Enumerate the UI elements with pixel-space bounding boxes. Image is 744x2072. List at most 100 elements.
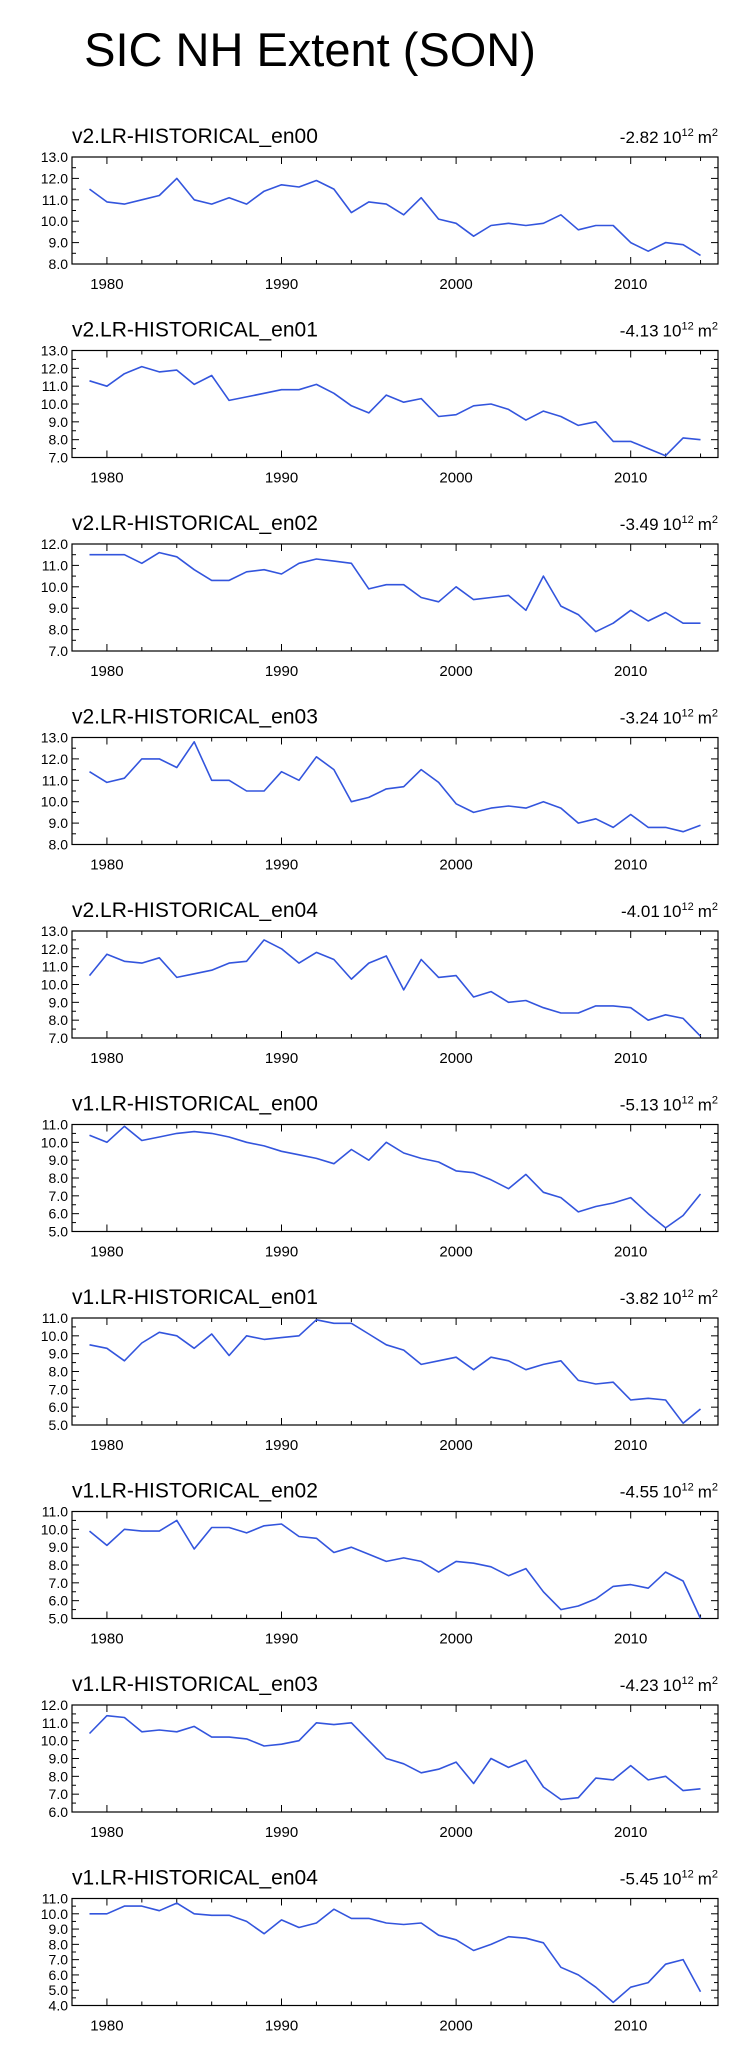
- trend-label: -3.82 1012 m2: [620, 1288, 718, 1308]
- x-tick-label: 2000: [439, 276, 472, 293]
- y-tick-label: 11.0: [42, 1891, 68, 1907]
- y-tick-label: 10.0: [41, 1733, 68, 1749]
- y-tick-label: 8.0: [49, 622, 69, 638]
- y-tick-label: 10.0: [41, 1906, 68, 1922]
- series-line: [89, 551, 701, 633]
- panel-title: v2.LR-HISTORICAL_en01: [72, 319, 318, 342]
- trend-unit-base: 10: [663, 709, 682, 728]
- series-line: [88, 1519, 702, 1619]
- y-tick-label: 8.0: [49, 1170, 69, 1186]
- y-tick-label: 10.0: [41, 794, 68, 810]
- trend-unit-m: m: [698, 1096, 712, 1115]
- y-tick-label: 12.0: [41, 170, 68, 186]
- y-tick-label: 5.0: [49, 1417, 69, 1433]
- chart-panel-1: v2.LR-HISTORICAL_en01 -4.13 1012 m2 7.0 8.0 9.…: [41, 319, 719, 487]
- panel-title: v1.LR-HISTORICAL_en02: [72, 1480, 318, 1503]
- trend-value: -5.13: [620, 1096, 659, 1115]
- trend-unit-exponent: 12: [681, 1095, 693, 1107]
- trend-unit-base: 10: [663, 1289, 682, 1308]
- series-line: [88, 1714, 701, 1801]
- trend-unit-m-exponent: 2: [712, 1482, 718, 1494]
- trend-unit-exponent: 12: [681, 1482, 693, 1494]
- y-tick-label: 10.0: [41, 213, 68, 229]
- series-line: [89, 740, 701, 833]
- trend-unit-base: 10: [663, 1096, 682, 1115]
- trend-label: -4.01 1012 m2: [621, 901, 718, 921]
- series-line: [89, 1902, 702, 2004]
- trend-value: -3.82: [620, 1289, 659, 1308]
- chart-panel-0: v2.LR-HISTORICAL_en00 -2.82 1012 m2 8.0 9.0 10…: [41, 125, 719, 293]
- y-tick-label: 13.0: [41, 343, 68, 359]
- y-tick-label: 9.0: [49, 600, 69, 616]
- y-tick-label: 4.0: [49, 1998, 69, 2014]
- y-tick-label: 5.0: [49, 1982, 69, 1998]
- y-tick-label: 12.0: [41, 751, 68, 767]
- x-tick-label: 1980: [90, 663, 123, 680]
- y-tick-label: 11.0: [42, 1504, 68, 1520]
- trend-unit-m-exponent: 2: [712, 127, 718, 139]
- y-tick-label: 13.0: [41, 149, 68, 165]
- y-tick-label: 6.0: [49, 1206, 69, 1222]
- trend-label: -2.82 1012 m2: [620, 127, 718, 147]
- y-tick-label: 7.0: [49, 450, 69, 466]
- trend-label: -5.45 1012 m2: [620, 1869, 718, 1889]
- trend-unit-base: 10: [663, 128, 682, 147]
- trend-unit-exponent: 12: [681, 901, 693, 913]
- x-tick-label: 2010: [614, 1631, 647, 1648]
- trend-unit-exponent: 12: [681, 514, 693, 526]
- trend-unit-m-exponent: 2: [712, 514, 718, 526]
- x-tick-label: 1980: [90, 470, 123, 487]
- y-tick-label: 6.0: [49, 1967, 69, 1983]
- trend-value: -3.49: [620, 515, 659, 534]
- y-tick-label: 7.0: [49, 1030, 69, 1046]
- x-tick-label: 1990: [265, 663, 298, 680]
- x-tick-label: 1980: [90, 1824, 123, 1841]
- panel-title: v2.LR-HISTORICAL_en04: [72, 899, 318, 922]
- trend-value: -4.01: [621, 902, 659, 921]
- y-tick-label: 8.0: [49, 256, 69, 272]
- x-tick-label: 2010: [614, 857, 647, 874]
- y-tick-label: 7.0: [49, 1786, 69, 1802]
- x-tick-label: 1990: [265, 1631, 298, 1648]
- y-tick-label: 12.0: [41, 536, 68, 552]
- y-tick-label: 5.0: [49, 1611, 69, 1627]
- x-tick-label: 2000: [439, 1631, 472, 1648]
- main-title: SIC NH Extent (SON): [84, 23, 536, 76]
- y-tick-label: 9.0: [49, 1152, 69, 1168]
- y-tick-label: 7.0: [49, 1188, 69, 1204]
- x-tick-label: 2010: [614, 663, 647, 680]
- y-tick-label: 12.0: [41, 941, 68, 957]
- y-tick-label: 6.0: [49, 1804, 69, 1820]
- trend-unit-m-exponent: 2: [712, 1288, 718, 1300]
- trend-label: -5.13 1012 m2: [620, 1095, 718, 1115]
- plot-frame: [71, 1897, 719, 2007]
- trend-unit-m-exponent: 2: [712, 1869, 718, 1881]
- trend-unit-base: 10: [663, 1483, 682, 1502]
- trend-unit-base: 10: [663, 515, 682, 534]
- y-tick-label: 7.0: [49, 1575, 69, 1591]
- trend-unit-exponent: 12: [681, 1869, 693, 1881]
- x-tick-label: 2000: [439, 1824, 472, 1841]
- x-tick-label: 2000: [439, 663, 472, 680]
- x-tick-label: 2000: [439, 470, 472, 487]
- series-line: [89, 1319, 702, 1424]
- trend-unit-exponent: 12: [681, 1675, 693, 1687]
- y-tick-label: 9.0: [49, 815, 69, 831]
- plot-frame: [71, 736, 719, 846]
- x-tick-label: 1980: [90, 1050, 123, 1067]
- x-tick-label: 1990: [265, 2018, 298, 2035]
- trend-unit-exponent: 12: [681, 321, 693, 333]
- y-tick-label: 11.0: [42, 1715, 68, 1731]
- y-tick-label: 13.0: [41, 730, 68, 746]
- trend-label: -4.55 1012 m2: [620, 1482, 718, 1502]
- x-tick-label: 2010: [614, 2018, 647, 2035]
- x-tick-label: 1990: [265, 1244, 298, 1261]
- y-tick-label: 8.0: [49, 1768, 69, 1784]
- trend-unit-m-exponent: 2: [712, 1095, 718, 1107]
- trend-unit-base: 10: [663, 902, 682, 921]
- x-tick-label: 1980: [90, 276, 123, 293]
- trend-unit-exponent: 12: [681, 1288, 693, 1300]
- y-tick-label: 5.0: [49, 1224, 69, 1240]
- y-tick-label: 6.0: [49, 1593, 69, 1609]
